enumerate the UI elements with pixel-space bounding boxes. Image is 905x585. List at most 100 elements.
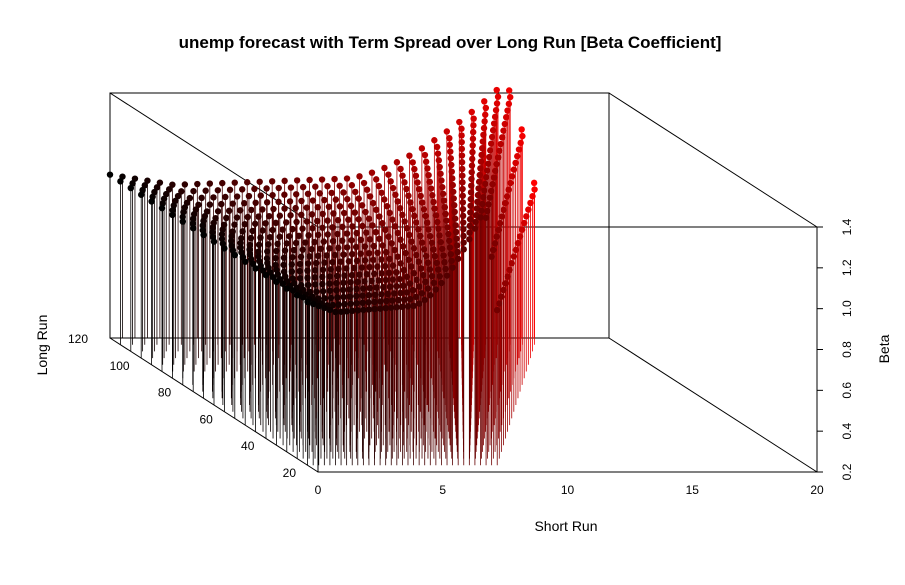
data-point: [459, 205, 467, 213]
data-point: [319, 266, 327, 273]
data-point: [339, 286, 347, 294]
data-point: [313, 288, 320, 295]
data-point: [480, 194, 487, 201]
data-point: [329, 237, 337, 245]
data-point: [508, 260, 515, 267]
data-point: [117, 178, 124, 185]
data-point: [402, 249, 410, 257]
data-point: [339, 223, 346, 231]
data-point: [346, 293, 354, 300]
data-point: [382, 276, 389, 284]
data-point: [359, 292, 366, 299]
data-point: [406, 295, 414, 303]
data-point: [324, 231, 331, 238]
data-point: [488, 133, 496, 141]
data-point: [237, 239, 244, 247]
data-point: [156, 179, 164, 186]
data-point: [309, 197, 317, 204]
data-point: [437, 238, 445, 246]
data-point: [466, 236, 473, 243]
data-point: [304, 274, 311, 282]
data-point: [343, 265, 350, 272]
data-point: [394, 198, 401, 205]
data-point: [362, 208, 369, 216]
data-point: [347, 279, 354, 286]
data-point: [360, 285, 367, 292]
data-point: [334, 216, 342, 224]
data-point: [415, 300, 423, 307]
y-tick-label: 40: [241, 439, 255, 453]
data-point: [405, 192, 412, 199]
data-point: [489, 127, 497, 134]
data-point: [174, 192, 182, 200]
data-point: [255, 241, 263, 248]
data-point: [370, 270, 378, 277]
data-point: [263, 255, 271, 262]
data-point: [344, 195, 351, 203]
data-point: [158, 204, 166, 212]
data-point: [241, 221, 249, 228]
data-point: [274, 240, 281, 248]
data-point: [363, 271, 370, 278]
data-point: [439, 183, 446, 191]
z-tick-label: 0.8: [840, 341, 854, 358]
data-point: [225, 207, 233, 215]
data-point: [353, 285, 360, 293]
data-point: [504, 107, 511, 114]
data-point: [299, 294, 307, 301]
data-point: [383, 202, 391, 210]
data-point: [325, 203, 333, 210]
data-point: [354, 307, 361, 314]
data-point: [312, 281, 319, 288]
data-point: [169, 181, 176, 188]
data-point: [252, 199, 259, 206]
data-point: [345, 216, 352, 223]
data-point: [446, 244, 454, 251]
data-point: [490, 246, 497, 254]
data-point: [321, 304, 328, 312]
y-tick-label: 100: [110, 359, 130, 373]
data-point: [373, 176, 380, 183]
data-point: [487, 147, 494, 154]
data-point: [200, 217, 207, 225]
data-point: [374, 263, 381, 270]
data-point: [290, 246, 298, 254]
data-point: [365, 306, 373, 313]
data-point: [389, 184, 397, 192]
data-point: [469, 142, 476, 149]
data-point: [319, 210, 326, 218]
data-point: [453, 228, 460, 236]
data-point: [228, 237, 235, 245]
data-point: [435, 225, 442, 232]
data-point: [508, 173, 516, 180]
data-point: [433, 143, 441, 151]
data-point: [451, 208, 458, 216]
data-point: [485, 201, 492, 208]
z-axis-ticks: 0.2 0.4 0.6 0.8 1.0 1.2 1.4: [817, 218, 854, 480]
data-point: [262, 271, 270, 279]
data-point: [106, 171, 114, 178]
data-point: [276, 212, 284, 219]
data-point: [376, 213, 383, 220]
data-point: [320, 238, 328, 245]
data-point: [410, 245, 418, 252]
data-point: [488, 253, 495, 260]
data-point: [329, 301, 337, 309]
data-point: [287, 184, 295, 191]
data-point: [467, 189, 475, 196]
data-point: [389, 276, 397, 283]
x-tick-label: 10: [561, 483, 575, 497]
data-point: [506, 266, 513, 274]
data-point: [520, 219, 528, 227]
data-point: [350, 264, 358, 272]
data-point: [259, 206, 266, 213]
data-point: [381, 164, 388, 172]
data-point: [459, 192, 466, 199]
data-point: [304, 260, 312, 267]
data-point: [460, 239, 467, 246]
data-point: [423, 219, 431, 226]
data-point: [453, 242, 461, 249]
data-point: [403, 289, 410, 296]
data-point: [459, 165, 466, 173]
data-point: [298, 197, 305, 205]
